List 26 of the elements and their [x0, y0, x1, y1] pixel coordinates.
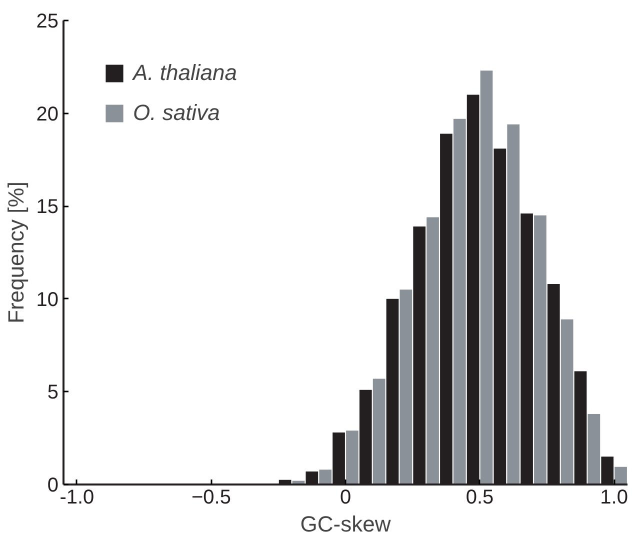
x-axis-title: GC-skew [300, 512, 391, 536]
y-tick-label: 15 [36, 196, 59, 218]
y-tick-label: 10 [36, 288, 59, 311]
x-tick-label: 0.5 [466, 486, 494, 508]
x-tick-label: −0.5 [191, 486, 231, 508]
bar [346, 430, 358, 484]
bar [534, 215, 546, 484]
y-tick-label: 25 [36, 10, 59, 32]
bar [614, 466, 627, 484]
x-tick-label: -1.0 [60, 486, 94, 508]
x-tick-label: 1.0 [600, 486, 628, 508]
legend-label: O. sativa [133, 100, 220, 126]
bar [400, 290, 412, 484]
bar [426, 217, 439, 484]
bar [588, 414, 600, 484]
bar [453, 118, 466, 484]
y-tick-label: 20 [36, 103, 59, 126]
bar [507, 124, 520, 484]
legend-label: A. thaliana [133, 60, 237, 86]
y-tick-label: 5 [47, 382, 58, 404]
bar [560, 319, 574, 484]
x-tick-label: 0 [340, 486, 352, 508]
bar [319, 470, 332, 484]
bar [372, 378, 386, 484]
bar [480, 70, 493, 484]
y-axis-title: Frequency [%] [3, 182, 28, 324]
